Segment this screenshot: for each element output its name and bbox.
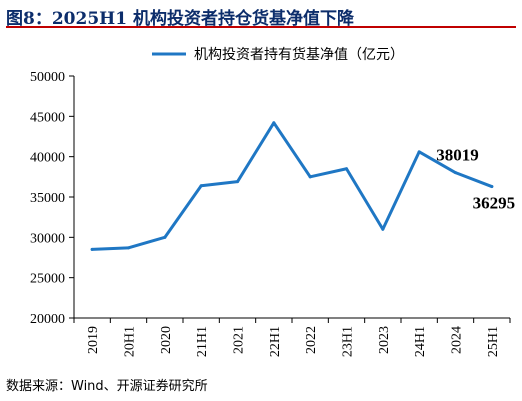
y-tick-label: 35000 xyxy=(30,191,65,206)
figure-title: 图8：2025H1 机构投资者持仓货基净值下降 xyxy=(6,9,354,29)
data-point xyxy=(308,175,312,179)
source-note: 数据来源：Wind、开源证券研究所 xyxy=(6,379,208,394)
y-tick-label: 50000 xyxy=(30,70,65,85)
series-line xyxy=(90,121,494,251)
data-point xyxy=(272,121,276,125)
x-tick-label: 20H1 xyxy=(123,326,138,357)
data-point xyxy=(90,247,94,251)
chart-area: 20000 25000 30000 35000 40000 45000 50000 2019 2… xyxy=(0,30,522,370)
data-point xyxy=(454,171,457,175)
x-tick-label: 2024 xyxy=(450,326,465,354)
chart-axes: 20000 25000 30000 35000 40000 45000 50000 2019 2… xyxy=(30,70,511,357)
data-point xyxy=(163,235,167,239)
data-point xyxy=(490,185,494,189)
x-tick-label: 25H1 xyxy=(486,326,501,357)
x-tick-label: 23H1 xyxy=(341,326,356,357)
x-tick-label: 22H1 xyxy=(268,326,283,357)
y-tick-label: 20000 xyxy=(30,312,65,327)
title-bar: 图8：2025H1 机构投资者持仓货基净值下降 xyxy=(6,2,516,29)
chart-legend: 机构投资者持有货基净值（亿元） xyxy=(152,46,404,63)
x-tick-label: 2020 xyxy=(159,326,174,354)
x-tick-label: 2019 xyxy=(86,326,101,354)
data-point xyxy=(381,227,385,231)
y-tick-label: 30000 xyxy=(30,231,65,246)
line-chart: 20000 25000 30000 35000 40000 45000 50000 2019 2… xyxy=(30,46,515,357)
x-tick-label: 24H1 xyxy=(413,326,428,357)
x-tick-label: 21H1 xyxy=(195,326,210,357)
legend-label: 机构投资者持有货基净值（亿元） xyxy=(194,46,404,63)
data-point xyxy=(127,246,130,250)
data-point xyxy=(199,184,203,188)
y-tick-label: 40000 xyxy=(30,151,65,166)
data-point xyxy=(236,180,239,184)
x-tick-label: 2022 xyxy=(304,326,319,354)
y-tick-label: 25000 xyxy=(30,272,65,287)
chart-data-labels: 38019 36295 xyxy=(436,146,515,213)
data-label: 36295 xyxy=(473,194,516,213)
data-label: 38019 xyxy=(436,146,479,165)
data-point xyxy=(345,167,348,171)
data-point xyxy=(417,150,421,154)
x-tick-label: 2021 xyxy=(232,326,247,354)
chart-series xyxy=(90,121,494,251)
y-tick-label: 45000 xyxy=(30,110,65,125)
x-tick-label: 2023 xyxy=(377,326,392,354)
